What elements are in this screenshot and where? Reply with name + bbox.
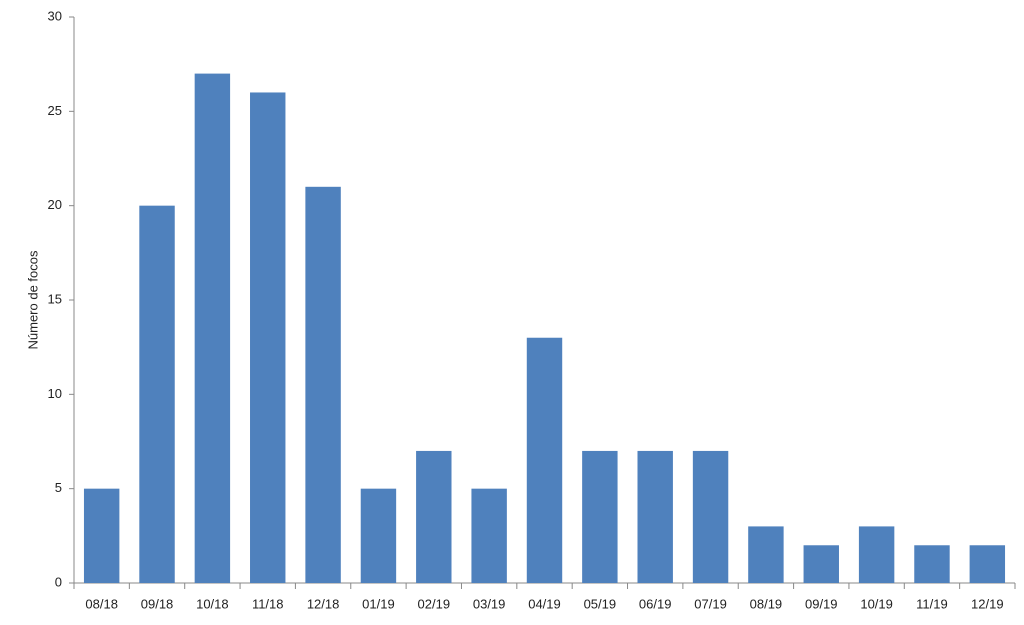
x-tick-label: 09/19 bbox=[805, 596, 838, 611]
x-tick-label: 12/19 bbox=[971, 596, 1004, 611]
bar bbox=[692, 450, 729, 583]
bar bbox=[582, 450, 618, 583]
bar bbox=[914, 545, 950, 583]
y-tick-label: 15 bbox=[48, 291, 62, 306]
x-tick-label: 08/19 bbox=[750, 596, 783, 611]
bar bbox=[416, 450, 452, 583]
x-tick-label: 11/19 bbox=[916, 596, 948, 611]
x-tick-label: 10/19 bbox=[860, 596, 893, 611]
y-tick-label: 5 bbox=[55, 480, 62, 495]
x-tick-label: 04/19 bbox=[528, 596, 561, 611]
bar bbox=[969, 545, 1006, 583]
bar bbox=[83, 488, 120, 583]
bar bbox=[360, 488, 397, 583]
y-tick-label: 30 bbox=[48, 8, 62, 23]
y-tick-label: 20 bbox=[48, 197, 62, 212]
y-axis-label: Número de focos bbox=[25, 250, 40, 349]
bar bbox=[250, 92, 286, 583]
y-tick-label: 0 bbox=[55, 574, 62, 589]
bar bbox=[748, 526, 784, 583]
bar bbox=[637, 450, 673, 583]
y-tick-label: 25 bbox=[48, 103, 62, 118]
bar bbox=[139, 205, 175, 583]
bar bbox=[471, 488, 507, 583]
bar bbox=[194, 73, 231, 583]
bar bbox=[803, 545, 839, 583]
y-tick-label: 10 bbox=[48, 386, 62, 401]
x-tick-label: 08/18 bbox=[85, 596, 118, 611]
x-tick-label: 07/19 bbox=[694, 596, 727, 611]
x-tick-label: 11/18 bbox=[252, 596, 284, 611]
x-tick-label: 09/18 bbox=[141, 596, 174, 611]
x-tick-label: 02/19 bbox=[418, 596, 451, 611]
x-tick-label: 05/19 bbox=[584, 596, 617, 611]
x-tick-label: 03/19 bbox=[473, 596, 506, 611]
x-tick-label: 10/18 bbox=[196, 596, 229, 611]
x-tick-label: 06/19 bbox=[639, 596, 672, 611]
bar bbox=[858, 526, 895, 583]
bar bbox=[305, 186, 341, 584]
bar bbox=[526, 337, 563, 583]
x-tick-label: 12/18 bbox=[307, 596, 340, 611]
x-tick-label: 01/19 bbox=[362, 596, 395, 611]
